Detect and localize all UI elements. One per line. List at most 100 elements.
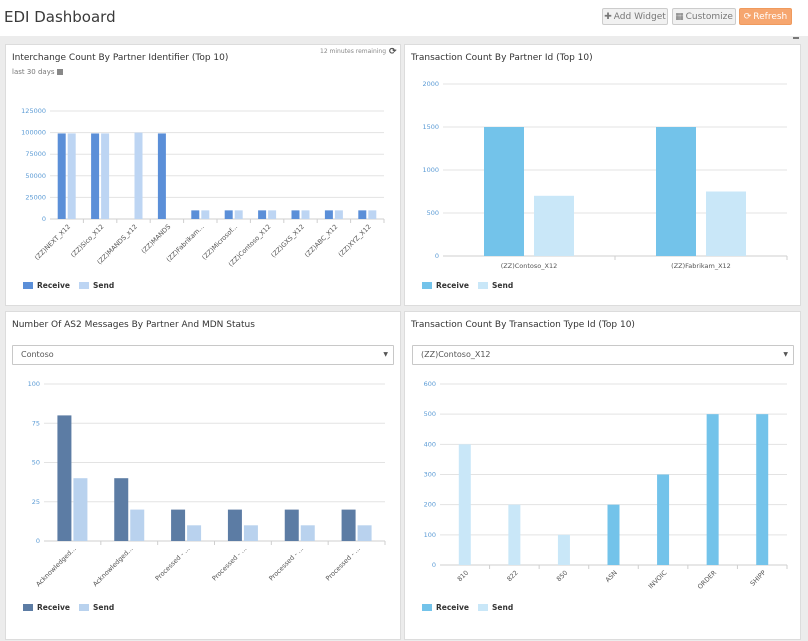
bar-send [534, 195, 574, 256]
minimize-icon[interactable] [793, 37, 799, 39]
bar-receive [227, 509, 242, 541]
bar-send [187, 525, 202, 541]
as2-messages-chart: 0 25 50 75 100 Acknowledged... Acknowledged...… [23, 380, 386, 612]
legend-swatch-receive [422, 282, 432, 289]
x-tick-label: Processed - ... [324, 545, 362, 583]
bar-receive [114, 478, 129, 541]
legend-swatch-send [79, 604, 89, 611]
y-tick-label: 50 [32, 459, 40, 467]
x-tick-label: (ZZ)NEXT_X12 [33, 223, 72, 262]
transaction-partner-select-value: (ZZ)Contoso_X12 [421, 350, 491, 359]
y-tick-label: 25 [32, 498, 40, 506]
bar-send [201, 210, 210, 219]
y-tick-label: 500 [427, 209, 439, 217]
x-tick-label: ASN [604, 569, 619, 584]
x-tick-label: SHIPP [749, 569, 768, 588]
panel-as2-messages: Number Of AS2 Messages By Partner And MD… [5, 311, 401, 640]
y-tick-label: 300 [424, 471, 436, 479]
x-tick-label: INVOIC [647, 568, 669, 590]
y-tick-label: 600 [424, 380, 436, 388]
y-tick-label: 500 [424, 410, 436, 418]
bar-send [300, 525, 315, 541]
partner-select[interactable]: Contoso ▼ [12, 345, 394, 365]
bar-receive [57, 415, 72, 541]
plus-icon: ✚ [604, 12, 612, 22]
x-tick-label: ORDER [696, 568, 718, 590]
bar-receive [57, 133, 66, 219]
x-tick-label: Acknowledged... [91, 545, 134, 588]
legend-swatch-send [79, 282, 89, 289]
legend-swatch-send [478, 604, 488, 611]
remaining-label: 12 minutes remaining [320, 48, 387, 55]
x-tick-label: (ZZ)Sico_X12 [69, 223, 105, 259]
y-tick-label: 75 [32, 419, 40, 427]
refresh-icon: ⟳ [743, 12, 752, 22]
bar-receive [224, 210, 233, 219]
grid-icon: ▦ [675, 12, 684, 22]
legend-swatch-receive [422, 604, 432, 611]
y-tick-label: 200 [424, 501, 436, 509]
bar-send [301, 210, 310, 219]
legend-swatch-receive [23, 604, 33, 611]
bar-receive [341, 509, 356, 541]
y-tick-label: 125000 [21, 107, 46, 115]
calendar-icon[interactable] [56, 69, 63, 75]
refresh-button[interactable]: ⟳ Refresh [739, 8, 792, 25]
bar-send [458, 444, 471, 565]
x-tick-label: 850 [555, 569, 569, 583]
chevron-down-icon: ▼ [383, 351, 388, 358]
bar-receive [756, 414, 769, 565]
panel-transaction-count-partner: Transaction Count By Partner Id (Top 10)… [404, 44, 801, 306]
panel-transaction-type: Transaction Count By Transaction Type Id… [404, 311, 801, 640]
x-tick-label: Processed - ... [154, 545, 192, 583]
y-tick-label: 0 [42, 215, 46, 223]
bar-send [73, 478, 88, 541]
bar-receive [284, 509, 299, 541]
y-tick-label: 100 [28, 380, 40, 388]
bar-send [508, 504, 521, 565]
x-tick-label: 822 [505, 569, 519, 583]
transaction-partner-select[interactable]: (ZZ)Contoso_X12 ▼ [412, 345, 794, 365]
add-widget-label: Add Widget [613, 12, 666, 22]
bar-receive [171, 509, 186, 541]
bar-send [130, 509, 145, 541]
legend-label-send: Send [93, 281, 114, 290]
add-widget-button[interactable]: ✚ Add Widget [602, 8, 668, 25]
y-tick-label: 0 [36, 537, 40, 545]
y-tick-label: 1000 [422, 166, 439, 174]
bar-receive [657, 474, 670, 565]
bar-send [234, 210, 243, 219]
legend-label-send: Send [492, 281, 513, 290]
x-tick-label: 810 [456, 569, 470, 583]
x-tick-label: Processed - ... [267, 545, 305, 583]
y-tick-label: 100000 [21, 129, 46, 137]
legend-label-receive: Receive [37, 281, 70, 290]
panel-refresh-icon[interactable]: ⟳ [389, 46, 397, 56]
bar-receive [258, 210, 267, 219]
legend-swatch-send [478, 282, 488, 289]
y-tick-label: 1500 [422, 123, 439, 131]
x-tick-label: Processed - ... [211, 545, 249, 583]
y-tick-label: 75000 [25, 150, 46, 158]
y-tick-label: 100 [424, 531, 436, 539]
x-tick-label: (ZZ)ABC_X12 [303, 223, 339, 259]
bar-send [268, 210, 277, 219]
y-tick-label: 400 [424, 440, 436, 448]
bar-receive [656, 127, 696, 256]
panel-title: Transaction Count By Transaction Type Id… [411, 320, 635, 330]
y-tick-label: 50000 [25, 172, 46, 180]
customize-button[interactable]: ▦ Customize [672, 8, 736, 25]
bar-send [134, 132, 143, 219]
bar-receive [91, 133, 100, 219]
y-tick-label: 0 [435, 252, 439, 260]
legend-label-receive: Receive [37, 603, 70, 612]
y-tick-label: 25000 [25, 193, 46, 201]
bar-send [706, 191, 746, 256]
bar-receive [484, 127, 524, 256]
bar-send [334, 210, 343, 219]
refresh-label: Refresh [753, 12, 788, 22]
partner-select-value: Contoso [21, 350, 54, 359]
bar-receive [358, 210, 367, 219]
chevron-down-icon: ▼ [783, 351, 788, 358]
x-tick-label: (ZZ)Fabrikam_X12 [671, 262, 731, 270]
